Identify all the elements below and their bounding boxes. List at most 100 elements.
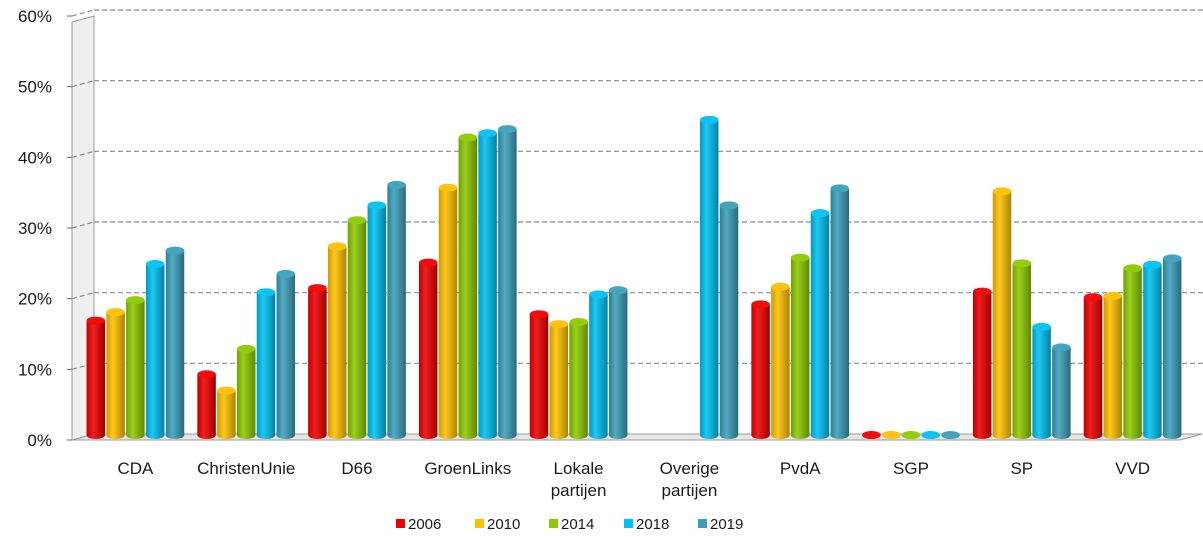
bar-2018-sp — [1032, 322, 1051, 439]
bar-2019-overige-partijen — [719, 201, 739, 439]
bar-body — [771, 286, 790, 439]
bar-top — [1123, 264, 1142, 273]
bar-top — [862, 431, 881, 439]
bar-2014-pvda — [790, 253, 810, 439]
bar-body — [458, 137, 478, 439]
bar-2006-cda — [86, 316, 106, 439]
y-tick-label: 0% — [27, 431, 52, 450]
bar-top — [1052, 343, 1071, 352]
legend-swatch — [698, 519, 707, 528]
bar-top — [941, 431, 960, 439]
legend-swatch — [396, 519, 405, 528]
legend-swatch — [624, 519, 633, 528]
bar-2014-cda — [126, 296, 145, 439]
bar-top — [830, 184, 850, 193]
bar-body — [719, 205, 739, 439]
y-axis-ticks: 0% 10% 20% 30% 40% 50% 60% — [18, 7, 72, 450]
bar-body — [478, 133, 497, 439]
bar-2014-groenlinks — [458, 133, 478, 439]
y-tick-label: 50% — [18, 78, 52, 97]
bar-top — [972, 287, 992, 296]
bar-body — [1123, 268, 1142, 439]
bar-2010-lokale-partijen — [549, 320, 569, 439]
bar-top — [1103, 291, 1123, 300]
bar-top — [719, 201, 739, 210]
bar-body — [1162, 258, 1182, 439]
bar-body — [145, 264, 165, 439]
bar-2010-sgp — [881, 431, 901, 439]
x-axis-labels: CDA ChristenUnie D66 GroenLinks Lokale partij… — [117, 459, 1150, 500]
x-tick-label: GroenLinks — [424, 459, 511, 478]
gridline-wall — [71, 150, 95, 158]
bar-2006-groenlinks — [418, 258, 438, 439]
bar-top — [608, 286, 628, 295]
bar-top — [771, 282, 790, 291]
bar-top — [569, 317, 588, 326]
bar-2018-d66 — [367, 201, 387, 439]
bar-2014-d66 — [347, 216, 367, 439]
y-tick-label: 60% — [18, 7, 52, 26]
y-tick-label: 40% — [18, 148, 52, 167]
bar-body — [992, 191, 1012, 439]
bar-2018-groenlinks — [478, 129, 497, 439]
bar-top — [1083, 293, 1103, 302]
x-tick-label: SGP — [893, 459, 929, 478]
bar-body — [347, 220, 367, 439]
gridlines — [71, 9, 1203, 370]
bar-body — [217, 390, 236, 439]
bar-top — [790, 253, 810, 262]
bar-2019-lokale-partijen — [608, 286, 628, 439]
bar-2019-cda — [165, 246, 185, 439]
bar-top — [901, 431, 921, 439]
bar-2014-christenunie — [236, 344, 256, 439]
bar-top — [327, 242, 347, 251]
bar-body — [1052, 347, 1071, 439]
bar-top — [438, 183, 458, 192]
bar-2018-overige-partijen — [699, 115, 719, 439]
bar-top — [1143, 260, 1162, 269]
bar-top — [1162, 254, 1182, 263]
bar-2019-vvd — [1162, 254, 1182, 439]
legend: 2006 2010 2014 2018 2019 — [396, 516, 743, 533]
bar-body — [1012, 263, 1032, 439]
bar-body — [830, 188, 850, 439]
bar-body — [1083, 297, 1103, 439]
bar-body — [589, 294, 608, 439]
bar-2006-pvda — [751, 300, 770, 439]
bar-2014-lokale-partijen — [569, 317, 588, 439]
bar-body — [810, 213, 830, 439]
bar-body — [972, 291, 992, 439]
bar-top — [810, 209, 830, 218]
bar-top — [418, 258, 438, 267]
bar-2014-sgp — [901, 431, 921, 439]
bar-body — [1103, 295, 1123, 439]
bar-2018-cda — [145, 260, 165, 439]
y-tick-label: 10% — [18, 360, 52, 379]
bar-body — [1143, 264, 1162, 439]
legend-label: 2018 — [636, 516, 669, 533]
bar-top — [367, 201, 387, 210]
x-tick-label: Overige partijen — [660, 459, 720, 500]
bar-2019-pvda — [830, 184, 850, 439]
bar-top — [751, 300, 770, 309]
bar-top — [106, 308, 125, 317]
bar-2019-christenunie — [276, 269, 296, 439]
x-tick-label: ChristenUnie — [197, 459, 295, 478]
legend-label: 2006 — [408, 516, 441, 533]
bar-body — [498, 129, 517, 440]
gridline-wall — [71, 292, 95, 300]
bar-top — [145, 260, 165, 269]
bar-top — [881, 431, 901, 439]
bar-top — [921, 431, 941, 439]
bar-2018-vvd — [1143, 260, 1162, 439]
bar-top — [165, 246, 185, 255]
bar-top — [236, 344, 256, 353]
bar-body — [418, 262, 438, 439]
y-tick-label: 30% — [18, 219, 52, 238]
bar-2018-lokale-partijen — [589, 290, 608, 439]
bar-2019-sp — [1052, 343, 1071, 439]
bar-2006-lokale-partijen — [529, 310, 549, 439]
bar-2010-vvd — [1103, 291, 1123, 439]
bar-body — [197, 374, 216, 439]
